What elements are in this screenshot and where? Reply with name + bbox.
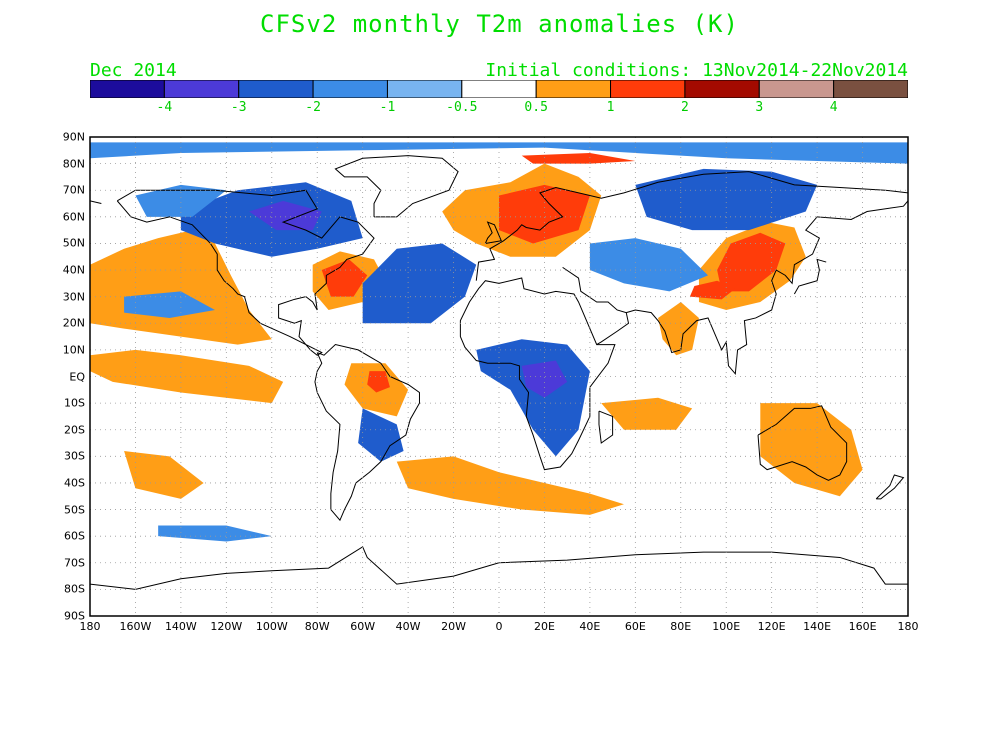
latitude-label: 90N [62, 130, 85, 144]
colorbar-tick-label: -3 [230, 100, 247, 115]
longitude-label: 40E [579, 620, 601, 633]
longitude-label: 20W [441, 620, 466, 633]
anomaly-amazon-hot [367, 371, 390, 393]
longitude-label: 160E [848, 620, 877, 633]
anomaly-indian-ocean-warm [601, 397, 693, 430]
valid-month-label: Dec 2014 [90, 60, 177, 81]
longitude-label: 80W [304, 620, 330, 633]
longitude-label: 100W [255, 620, 288, 633]
longitude-label: 40W [395, 620, 421, 633]
anomaly-pacific-subtropic-cool [124, 291, 215, 318]
latitude-label: 10N [62, 343, 85, 357]
colorbar-tick-label: -4 [156, 100, 173, 115]
latitude-label: 40N [62, 263, 85, 277]
anomaly-asia-hot [717, 232, 786, 292]
coastline [484, 221, 502, 244]
colorbar-tick-label: 1 [606, 100, 615, 115]
longitude-label: 120E [757, 620, 786, 633]
latitude-label: 50N [62, 236, 85, 250]
colorbar-tick-label: -0.5 [446, 100, 478, 115]
anomaly-south-america-cold [358, 408, 404, 462]
coastline [757, 405, 848, 481]
longitude-label: 180 [79, 620, 101, 633]
longitude-label: 60W [350, 620, 376, 633]
coastlines [90, 155, 908, 590]
anomaly-us-east-hot [321, 259, 368, 297]
colorbar [90, 80, 908, 98]
longitude-label: 140W [164, 620, 197, 633]
colorbar-tick-label: 2 [680, 100, 689, 115]
latitude-label: 90S [64, 609, 85, 623]
coastline [90, 546, 908, 590]
latitude-label: 60S [64, 529, 85, 543]
anomaly-australia-warm [760, 403, 863, 497]
coastline [626, 200, 908, 376]
latitude-label: 10S [64, 396, 85, 410]
colorbar-tick-label: -1 [379, 100, 396, 115]
latitude-label: 40S [64, 476, 85, 490]
map-title: CFSv2 monthly T2m anomalies (K) [260, 10, 739, 38]
colorbar-tick-label: 4 [829, 100, 838, 115]
latitude-label: 70S [64, 556, 85, 570]
anomaly-north-atlantic-cold [362, 243, 477, 324]
latitude-label: 20S [64, 423, 85, 437]
colorbar-labels: -4 -3 -2 -1 -0.5 0.5 1 2 3 4 [0, 100, 999, 118]
anomaly-arctic-warm [521, 152, 636, 164]
colorbar-tick-label: -2 [305, 100, 321, 115]
colorbar-tick-label: 3 [755, 100, 764, 115]
longitude-label: 140E [803, 620, 832, 633]
anomaly-africa-very-cold [521, 360, 568, 398]
initial-conditions-label: Initial conditions: 13Nov2014-22Nov2014 [485, 60, 908, 81]
latitude-label: 80S [64, 582, 85, 596]
longitude-label: 180 [897, 620, 919, 633]
anomaly-canada-very-cold [249, 200, 322, 231]
latitude-label: 60N [62, 210, 85, 224]
anomaly-russia-cold [635, 168, 818, 231]
anomaly-tibet-hot [689, 280, 736, 300]
anomaly-arctic-ocean-cool [90, 142, 908, 164]
anomaly-central-asia-cold [589, 238, 709, 292]
anomaly-south-pacific-warm [124, 451, 204, 499]
latitude-label: 20N [62, 316, 85, 330]
anomaly-regions [90, 142, 908, 542]
longitude-label: 20E [533, 620, 555, 633]
colorbar-tick-label: 0.5 [524, 100, 548, 115]
longitude-label: 160W [119, 620, 152, 633]
coastline [562, 266, 630, 345]
latitude-label: EQ [69, 370, 85, 383]
coastline [334, 155, 459, 218]
longitude-label: 60E [624, 620, 646, 633]
coastline [116, 189, 375, 356]
anomaly-tropical-pacific-warm [90, 349, 284, 404]
coastline [459, 277, 616, 471]
coastline [90, 200, 102, 205]
anomaly-africa-cold [476, 339, 590, 457]
latitude-label: 30S [64, 449, 85, 463]
latitude-label: 50S [64, 503, 85, 517]
anomaly-south-atlantic-warm [396, 456, 624, 515]
longitude-label: 100E [712, 620, 741, 633]
coastline [598, 410, 614, 444]
map-frame [89, 136, 909, 617]
longitude-label: 120W [210, 620, 243, 633]
latitude-label: 30N [62, 290, 85, 304]
latitude-label: 70N [62, 183, 85, 197]
coastline [793, 258, 827, 295]
anomaly-north-america-west-cool [135, 184, 227, 217]
anomaly-southern-ocean-cool [158, 525, 272, 542]
coastline [475, 171, 908, 281]
longitude-label: 0 [495, 620, 503, 633]
coastline [875, 474, 905, 500]
latitude-label: 80N [62, 157, 85, 171]
anomaly-scandinavia-hot [499, 184, 590, 244]
longitude-label: 80E [670, 620, 692, 633]
